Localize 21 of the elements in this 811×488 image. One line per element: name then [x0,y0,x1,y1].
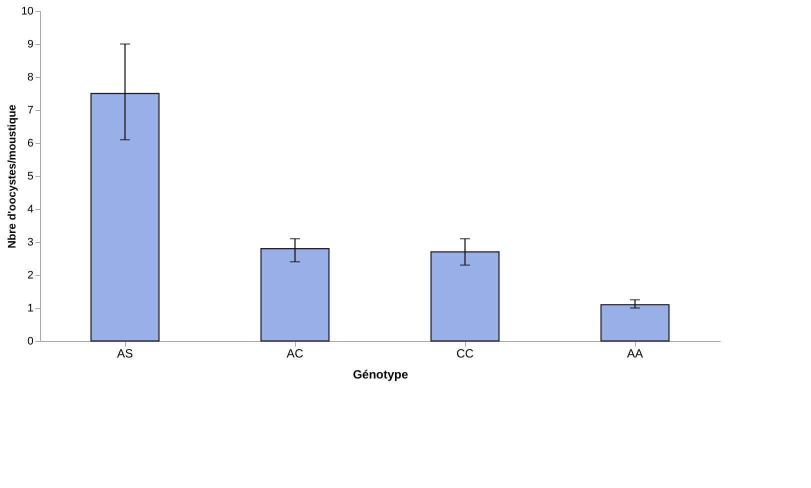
x-tick-label: AC [286,346,304,360]
y-tick-label: 8 [27,72,34,84]
bar [90,92,160,342]
y-tick-label: 4 [27,204,34,216]
bar [260,248,330,342]
bar [430,251,500,342]
y-axis-title: Nbre d'oocystes/moustique [6,104,18,248]
y-tick-label: 9 [27,38,34,50]
bar [600,304,670,342]
y-tick-label: 0 [27,336,34,348]
y-tick-label: 6 [27,138,34,150]
x-tick-label: CC [456,346,474,360]
y-tick-label: 7 [27,104,34,116]
y-tick-label: 1 [27,302,34,314]
y-tick-label: 10 [21,6,34,18]
x-tick-label: AS [116,346,134,360]
y-tick-label: 5 [27,170,34,182]
x-tick-label: AA [626,346,644,360]
x-axis-title: Génotype [352,368,408,382]
y-tick-label: 3 [27,236,34,248]
y-tick-label: 2 [27,270,34,282]
